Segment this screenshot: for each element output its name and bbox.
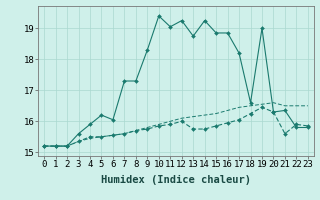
X-axis label: Humidex (Indice chaleur): Humidex (Indice chaleur) xyxy=(101,175,251,185)
